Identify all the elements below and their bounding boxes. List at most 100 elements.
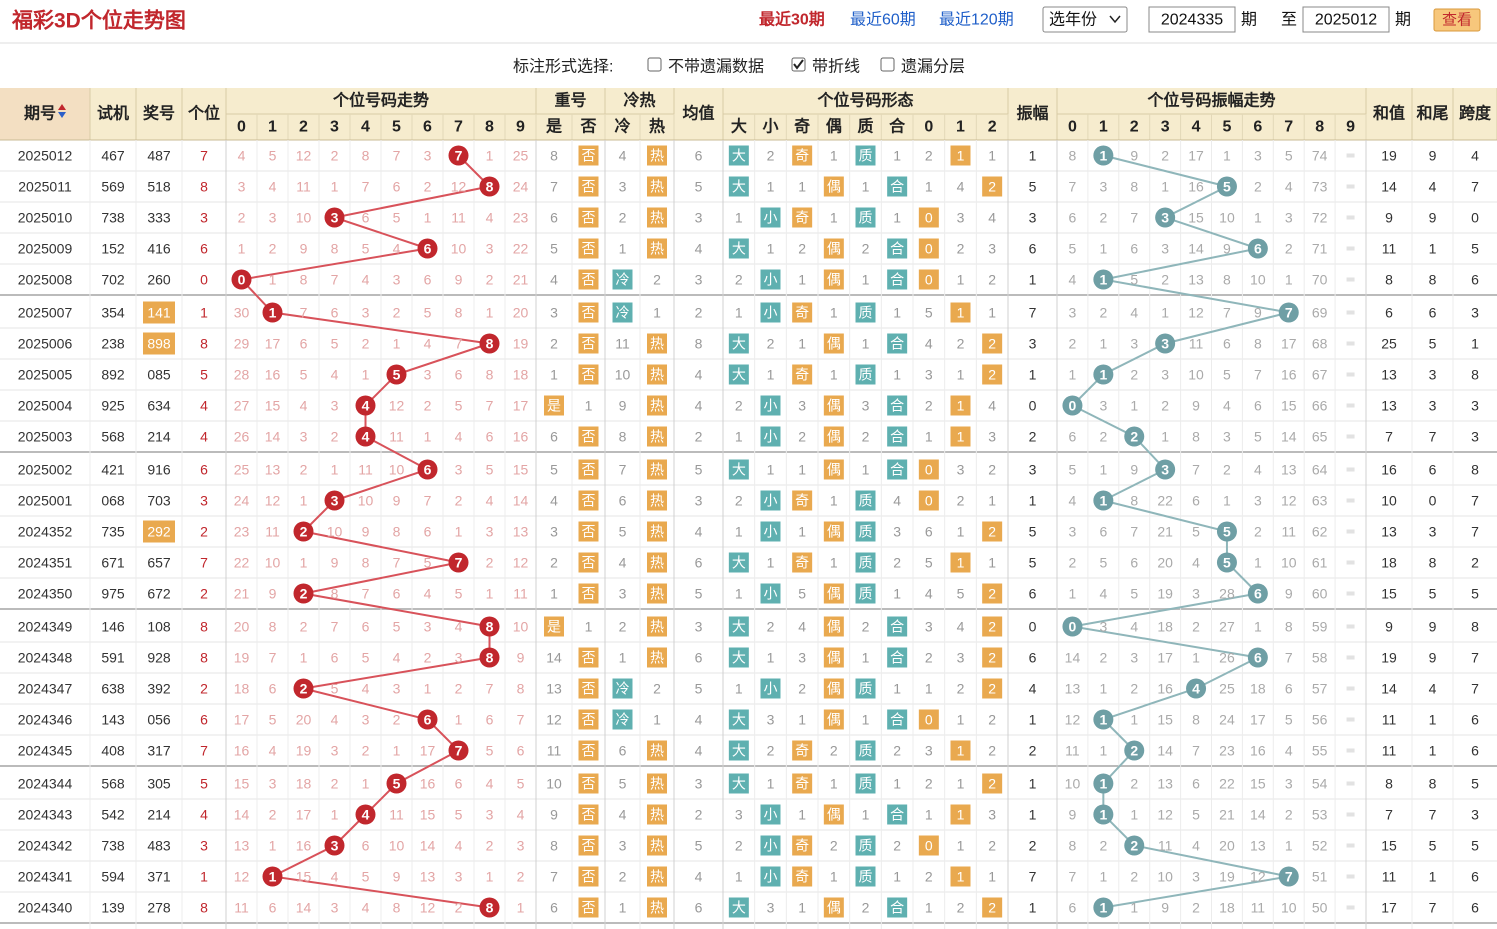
cell: 62 [1312, 524, 1328, 540]
amp-ball [1093, 364, 1114, 385]
cell: 偶 [827, 398, 841, 414]
cell: 否 [582, 650, 596, 666]
checkbox-label[interactable]: 遗漏分层 [901, 58, 965, 76]
cell: 1 [862, 462, 870, 478]
cell: 2 [300, 681, 308, 697]
cell: 6 [331, 650, 339, 666]
cell: 8 [200, 900, 208, 916]
cell: 8 [1254, 336, 1262, 352]
cell: 9 [393, 493, 401, 509]
cell: 7 [619, 462, 627, 478]
cell: 5 [1069, 241, 1077, 257]
cell: 3 [517, 838, 525, 854]
cell: 2 [925, 650, 933, 666]
checkbox-label[interactable]: 带折线 [812, 58, 860, 76]
sort-icon [58, 112, 66, 118]
cell: 6 [695, 555, 703, 571]
cell: 17 [296, 807, 312, 823]
cell: 13 [1188, 272, 1204, 288]
period-link[interactable]: 最近120期 [939, 11, 1014, 29]
cell: 15 [420, 807, 436, 823]
cell: 1 [735, 210, 743, 226]
sub-header: 3 [330, 119, 339, 136]
cell: 1 [1099, 148, 1107, 164]
cell: 14 [1188, 241, 1204, 257]
overflow-icon [1346, 341, 1355, 346]
overflow-icon [1346, 246, 1355, 251]
cell: 13 [265, 462, 281, 478]
period-link[interactable]: 最近60期 [850, 11, 916, 29]
cell: 1 [798, 179, 806, 195]
cell-badge [647, 835, 667, 856]
cell: 22 [1219, 776, 1235, 792]
cell: 9 [1429, 619, 1437, 635]
cell: 16 [265, 367, 281, 383]
cell: 2 [862, 429, 870, 445]
cell: 7 [362, 586, 370, 602]
cell: 21 [1157, 524, 1173, 540]
cell-badge [760, 521, 781, 542]
cell: 5 [331, 336, 339, 352]
cell: 奇 [795, 367, 809, 383]
sub-header: 质 [857, 117, 873, 136]
cell: 7 [455, 555, 463, 571]
cell-badge [647, 804, 667, 825]
cell: 12 [1065, 712, 1081, 728]
cell-badge [982, 678, 1003, 699]
checkbox-label[interactable]: 不带遗漏数据 [668, 58, 764, 76]
cell: 7 [1192, 462, 1200, 478]
year-select[interactable] [1042, 6, 1128, 33]
grid [0, 15, 1497, 929]
cell: 8 [517, 681, 525, 697]
cell: 5 [362, 241, 370, 257]
cell: 5 [695, 179, 703, 195]
from-input[interactable] [1148, 6, 1236, 33]
cell-badge [647, 740, 667, 761]
cell-badge [578, 176, 599, 197]
cell: 6 [269, 900, 277, 916]
cell: 5 [619, 524, 627, 540]
cell: 6 [1069, 210, 1077, 226]
cell: 热 [650, 869, 664, 885]
period-link[interactable]: 最近30期 [759, 10, 825, 29]
query-button-text[interactable]: 查看 [1442, 12, 1472, 29]
to-input[interactable] [1302, 6, 1390, 33]
cell-badge [950, 302, 971, 323]
period-header-bg [0, 88, 90, 140]
cell: 否 [582, 272, 596, 288]
cell: 5 [1471, 838, 1479, 854]
cell: 2 [988, 900, 996, 916]
cell: 7 [1069, 869, 1077, 885]
cell: 4 [1069, 493, 1077, 509]
cell: 26 [234, 429, 250, 445]
cell: 15 [1381, 586, 1397, 602]
cell: 合 [890, 241, 904, 257]
cell: 9 [1254, 305, 1262, 321]
cell: 1 [200, 869, 208, 885]
trend-ball [479, 176, 500, 197]
cell: 27 [234, 398, 250, 414]
checkbox[interactable] [880, 57, 895, 72]
cell: 74 [1312, 148, 1328, 164]
cell-badge [855, 364, 876, 385]
cell: 小 [764, 681, 778, 697]
cell: 18 [1219, 900, 1235, 916]
cell: 2024347 [18, 681, 73, 697]
cell: 6 [331, 305, 339, 321]
cell: 0 [925, 712, 933, 728]
cell: 53 [1312, 807, 1328, 823]
cell: 1 [1471, 336, 1479, 352]
cell: 6 [1254, 650, 1262, 666]
overflow-icon [1346, 498, 1355, 503]
query-button[interactable] [1433, 8, 1481, 32]
cell: 10 [615, 367, 631, 383]
sub-header: 大 [731, 117, 747, 136]
cell: 2025003 [18, 429, 73, 445]
cell: 3 [424, 619, 432, 635]
cell: 1 [486, 869, 494, 885]
checkbox[interactable] [647, 57, 662, 72]
cell: 1 [767, 241, 775, 257]
cell: 1 [331, 179, 339, 195]
cell: 9 [1429, 210, 1437, 226]
cell: 大 [732, 712, 746, 728]
